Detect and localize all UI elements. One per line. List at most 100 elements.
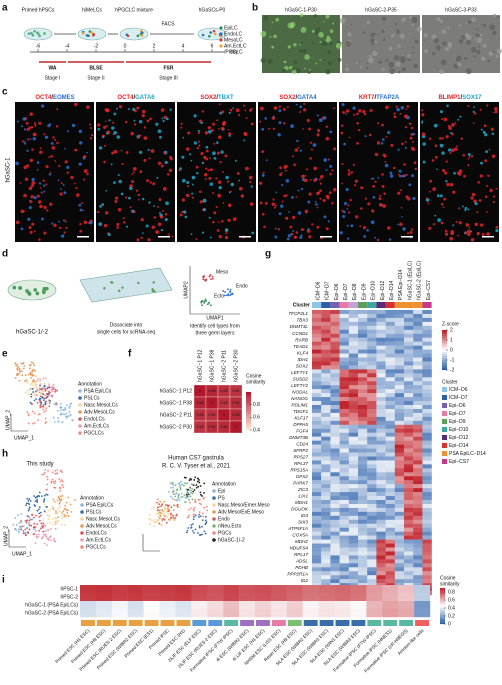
nucleus — [411, 174, 415, 178]
texture — [350, 23, 353, 26]
nucleus — [142, 197, 144, 200]
cell — [110, 281, 113, 284]
expression-cell — [376, 329, 386, 334]
expression-cell — [422, 551, 432, 556]
day-label: 2 — [153, 43, 156, 49]
umap-point — [193, 516, 195, 518]
expression-cell — [348, 452, 359, 457]
expression-cell — [358, 551, 368, 556]
nucleus — [156, 176, 159, 179]
legend-label: Nasc.MesoLCs — [86, 516, 120, 522]
expression-cell — [385, 531, 395, 536]
colorbar — [440, 622, 445, 625]
nucleus — [381, 173, 384, 176]
legend-label: Epi−CS7 — [449, 459, 469, 465]
expression-cell — [385, 345, 395, 350]
heatmap-cell — [350, 585, 367, 594]
scale-bar — [77, 236, 89, 238]
umap-point — [179, 481, 182, 483]
gene-label: MDH1 — [295, 500, 308, 505]
heatmap-cell — [80, 601, 97, 610]
nucleus — [458, 169, 463, 173]
expression-cell — [394, 393, 405, 398]
gene-label: RPL17 — [294, 552, 308, 557]
texture — [292, 69, 297, 75]
expression-cell — [404, 317, 414, 323]
umap-point — [173, 504, 175, 507]
umap-point — [36, 500, 38, 502]
heatmap-cell — [318, 585, 335, 594]
expression-cell — [358, 337, 368, 342]
heatmap-cell — [191, 609, 208, 618]
nucleus — [339, 231, 343, 235]
expression-cell — [376, 551, 386, 556]
nucleus — [379, 194, 382, 197]
gene-label: RPL37 — [294, 461, 308, 466]
nucleus — [262, 212, 265, 216]
expression-cell — [413, 507, 423, 513]
expression-cell — [367, 575, 377, 580]
expression-cell — [348, 535, 359, 540]
nucleus — [133, 119, 136, 122]
expression-cell — [367, 333, 377, 338]
texture — [261, 15, 263, 17]
expression-cell — [404, 507, 414, 513]
expression-cell — [404, 325, 414, 330]
expression-cell — [404, 500, 414, 505]
umap-point — [167, 507, 169, 510]
nucleus — [74, 102, 78, 107]
nucleus — [143, 136, 148, 141]
cluster-label: Endo — [236, 283, 248, 289]
expression-cell — [376, 405, 386, 410]
expression-cell — [339, 369, 349, 374]
expression-cell — [330, 563, 340, 568]
expression-cell — [376, 484, 386, 489]
panel-title: Human CS7 gastrula — [168, 456, 224, 462]
expression-cell — [413, 357, 423, 362]
expression-cell — [385, 424, 395, 429]
nucleus — [160, 108, 165, 112]
heatmap-cell — [302, 609, 319, 618]
nucleus — [412, 196, 416, 201]
column-strip — [319, 620, 334, 626]
umap-point — [203, 492, 205, 494]
expression-cell — [385, 488, 395, 493]
gene-label: TDGF1 — [293, 409, 309, 414]
legend-label: Endo — [218, 516, 230, 522]
nucleus — [364, 197, 367, 200]
nucleus — [371, 209, 375, 213]
nucleus — [191, 183, 194, 186]
nucleus — [333, 147, 337, 151]
nucleus — [181, 155, 185, 159]
expression-cell — [404, 381, 414, 386]
umap-point — [59, 409, 62, 412]
nucleus — [347, 173, 351, 176]
colorbar — [440, 591, 445, 594]
nucleus — [113, 181, 116, 184]
umap-point — [212, 277, 214, 280]
colorbar — [442, 350, 447, 353]
expression-cell — [394, 567, 405, 572]
umap-point — [61, 471, 64, 474]
colorbar — [246, 407, 251, 410]
nucleus — [157, 222, 162, 227]
umap-point — [33, 399, 36, 402]
umap-point — [191, 492, 194, 495]
expression-cell — [348, 539, 359, 544]
nucleus — [74, 148, 78, 152]
nucleus — [327, 220, 330, 223]
umap-point — [18, 379, 21, 382]
nucleus — [322, 198, 326, 203]
umap-point — [36, 498, 39, 501]
umap-point — [34, 500, 37, 502]
umap-point — [208, 301, 211, 304]
colorbar — [440, 620, 445, 623]
expression-cell — [367, 519, 377, 524]
nucleus — [232, 107, 235, 110]
expression-cell — [404, 468, 414, 473]
stain-title: BLIMP1/SOX17 — [438, 95, 482, 101]
expression-cell — [413, 543, 423, 548]
expression-cell — [348, 408, 359, 414]
nucleus — [369, 108, 373, 112]
expression-cell — [394, 389, 405, 394]
